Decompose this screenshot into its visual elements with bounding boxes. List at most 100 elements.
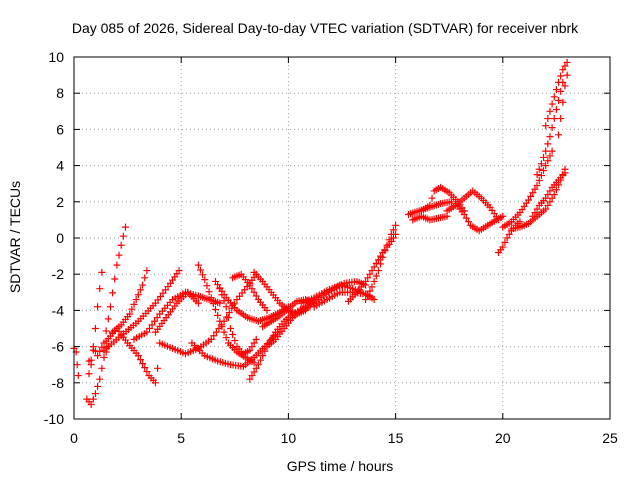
data-point-marker	[109, 289, 117, 297]
data-point-marker	[542, 194, 550, 202]
data-point-marker	[557, 115, 565, 123]
data-point-marker	[561, 82, 569, 90]
x-tick-label: 10	[281, 430, 297, 446]
data-point-marker	[542, 205, 550, 213]
data-point-marker	[544, 140, 552, 148]
y-tick-label: 10	[48, 49, 64, 65]
tick-labels: 0 5 10 15 20 25 -10 -8 -6 -4 -2 0 2 4 6 8 10	[44, 49, 618, 446]
y-tick-label: 6	[56, 121, 64, 137]
data-point-marker	[224, 314, 232, 322]
data-point-marker	[557, 87, 565, 95]
data-point-marker	[104, 315, 112, 323]
data-point-marker	[552, 86, 560, 94]
data-point-marker	[362, 277, 370, 285]
data-point-marker	[548, 147, 556, 155]
data-point-marker	[529, 189, 537, 197]
data-point-marker	[368, 267, 376, 275]
data-point-marker	[263, 306, 271, 314]
data-point-marker	[94, 303, 102, 311]
data-point-marker	[94, 352, 102, 360]
data-point-marker	[201, 276, 209, 284]
data-point-marker	[525, 196, 533, 204]
data-point-marker	[257, 356, 265, 364]
data-point-marker	[381, 247, 389, 255]
series-arc-13	[212, 277, 292, 325]
data-point-marker	[248, 372, 256, 380]
data-point-marker	[542, 162, 550, 170]
data-point-marker	[106, 303, 114, 311]
data-point-marker	[374, 267, 382, 275]
data-point-marker	[464, 218, 472, 226]
data-point-marker	[94, 382, 102, 390]
data-point-marker	[143, 267, 151, 275]
data-point-marker	[383, 241, 391, 249]
data-point-marker	[132, 296, 140, 304]
data-point-marker	[246, 281, 254, 289]
data-point-marker	[537, 160, 545, 168]
data-point-marker	[91, 325, 99, 332]
data-point-marker	[148, 321, 156, 329]
data-point-marker	[207, 294, 215, 302]
data-point-marker	[141, 364, 149, 372]
data-point-marker	[362, 296, 370, 304]
data-point-marker	[136, 356, 144, 364]
data-point-marker	[527, 192, 535, 200]
data-point-marker	[205, 288, 213, 296]
data-point-marker	[209, 300, 217, 308]
data-point-marker	[246, 346, 254, 354]
data-point-marker	[548, 124, 556, 132]
data-point-marker	[222, 303, 230, 311]
data-point-marker	[87, 401, 95, 409]
x-tick-label: 20	[495, 430, 511, 446]
data-point-marker	[254, 361, 262, 369]
data-point-marker	[102, 327, 110, 335]
data-point-marker	[139, 281, 147, 289]
data-point-marker	[252, 364, 260, 372]
data-point-marker	[87, 356, 95, 364]
data-point-marker	[222, 334, 230, 342]
data-point-marker	[227, 325, 235, 332]
data-point-marker	[225, 309, 233, 317]
data-point-marker	[537, 172, 545, 180]
data-point-marker	[214, 311, 222, 319]
data-point-marker	[544, 157, 552, 165]
data-point-marker	[366, 270, 374, 278]
data-point-marker	[250, 368, 258, 376]
data-point-marker	[117, 241, 125, 249]
series-arc-6	[109, 267, 151, 336]
data-point-marker	[248, 285, 256, 293]
data-point-marker	[533, 182, 541, 190]
data-point-marker	[544, 201, 552, 209]
data-point-marker	[503, 234, 511, 242]
data-point-marker	[100, 353, 108, 361]
data-point-marker	[542, 122, 550, 130]
data-point-marker	[216, 317, 224, 325]
series-arc-10	[151, 288, 202, 336]
x-axis-label: GPS time / hours	[287, 458, 394, 474]
data-point-marker	[370, 263, 378, 271]
x-tick-label: 0	[70, 430, 78, 446]
data-point-marker	[210, 332, 218, 340]
data-point-marker	[154, 364, 162, 372]
y-tick-label: 8	[56, 85, 64, 101]
y-tick-label: -2	[52, 266, 65, 282]
data-point-marker	[218, 291, 226, 299]
data-point-marker	[372, 259, 380, 267]
data-point-marker	[212, 305, 220, 313]
series-arc-36	[555, 71, 571, 139]
data-point-marker	[540, 167, 548, 175]
series-arc-34	[533, 78, 567, 179]
data-point-marker	[385, 236, 393, 244]
y-tick-label: -10	[44, 411, 64, 427]
data-point-marker	[252, 335, 260, 343]
data-point-marker	[540, 153, 548, 161]
series-arc-31	[499, 147, 556, 231]
data-point-marker	[151, 317, 159, 325]
data-point-marker	[533, 171, 541, 179]
data-point-marker	[392, 221, 400, 229]
series-arc-15	[229, 270, 271, 314]
data-point-marker	[370, 296, 378, 304]
data-point-marker	[548, 100, 556, 108]
data-point-marker	[143, 368, 151, 376]
data-point-marker	[561, 169, 569, 177]
